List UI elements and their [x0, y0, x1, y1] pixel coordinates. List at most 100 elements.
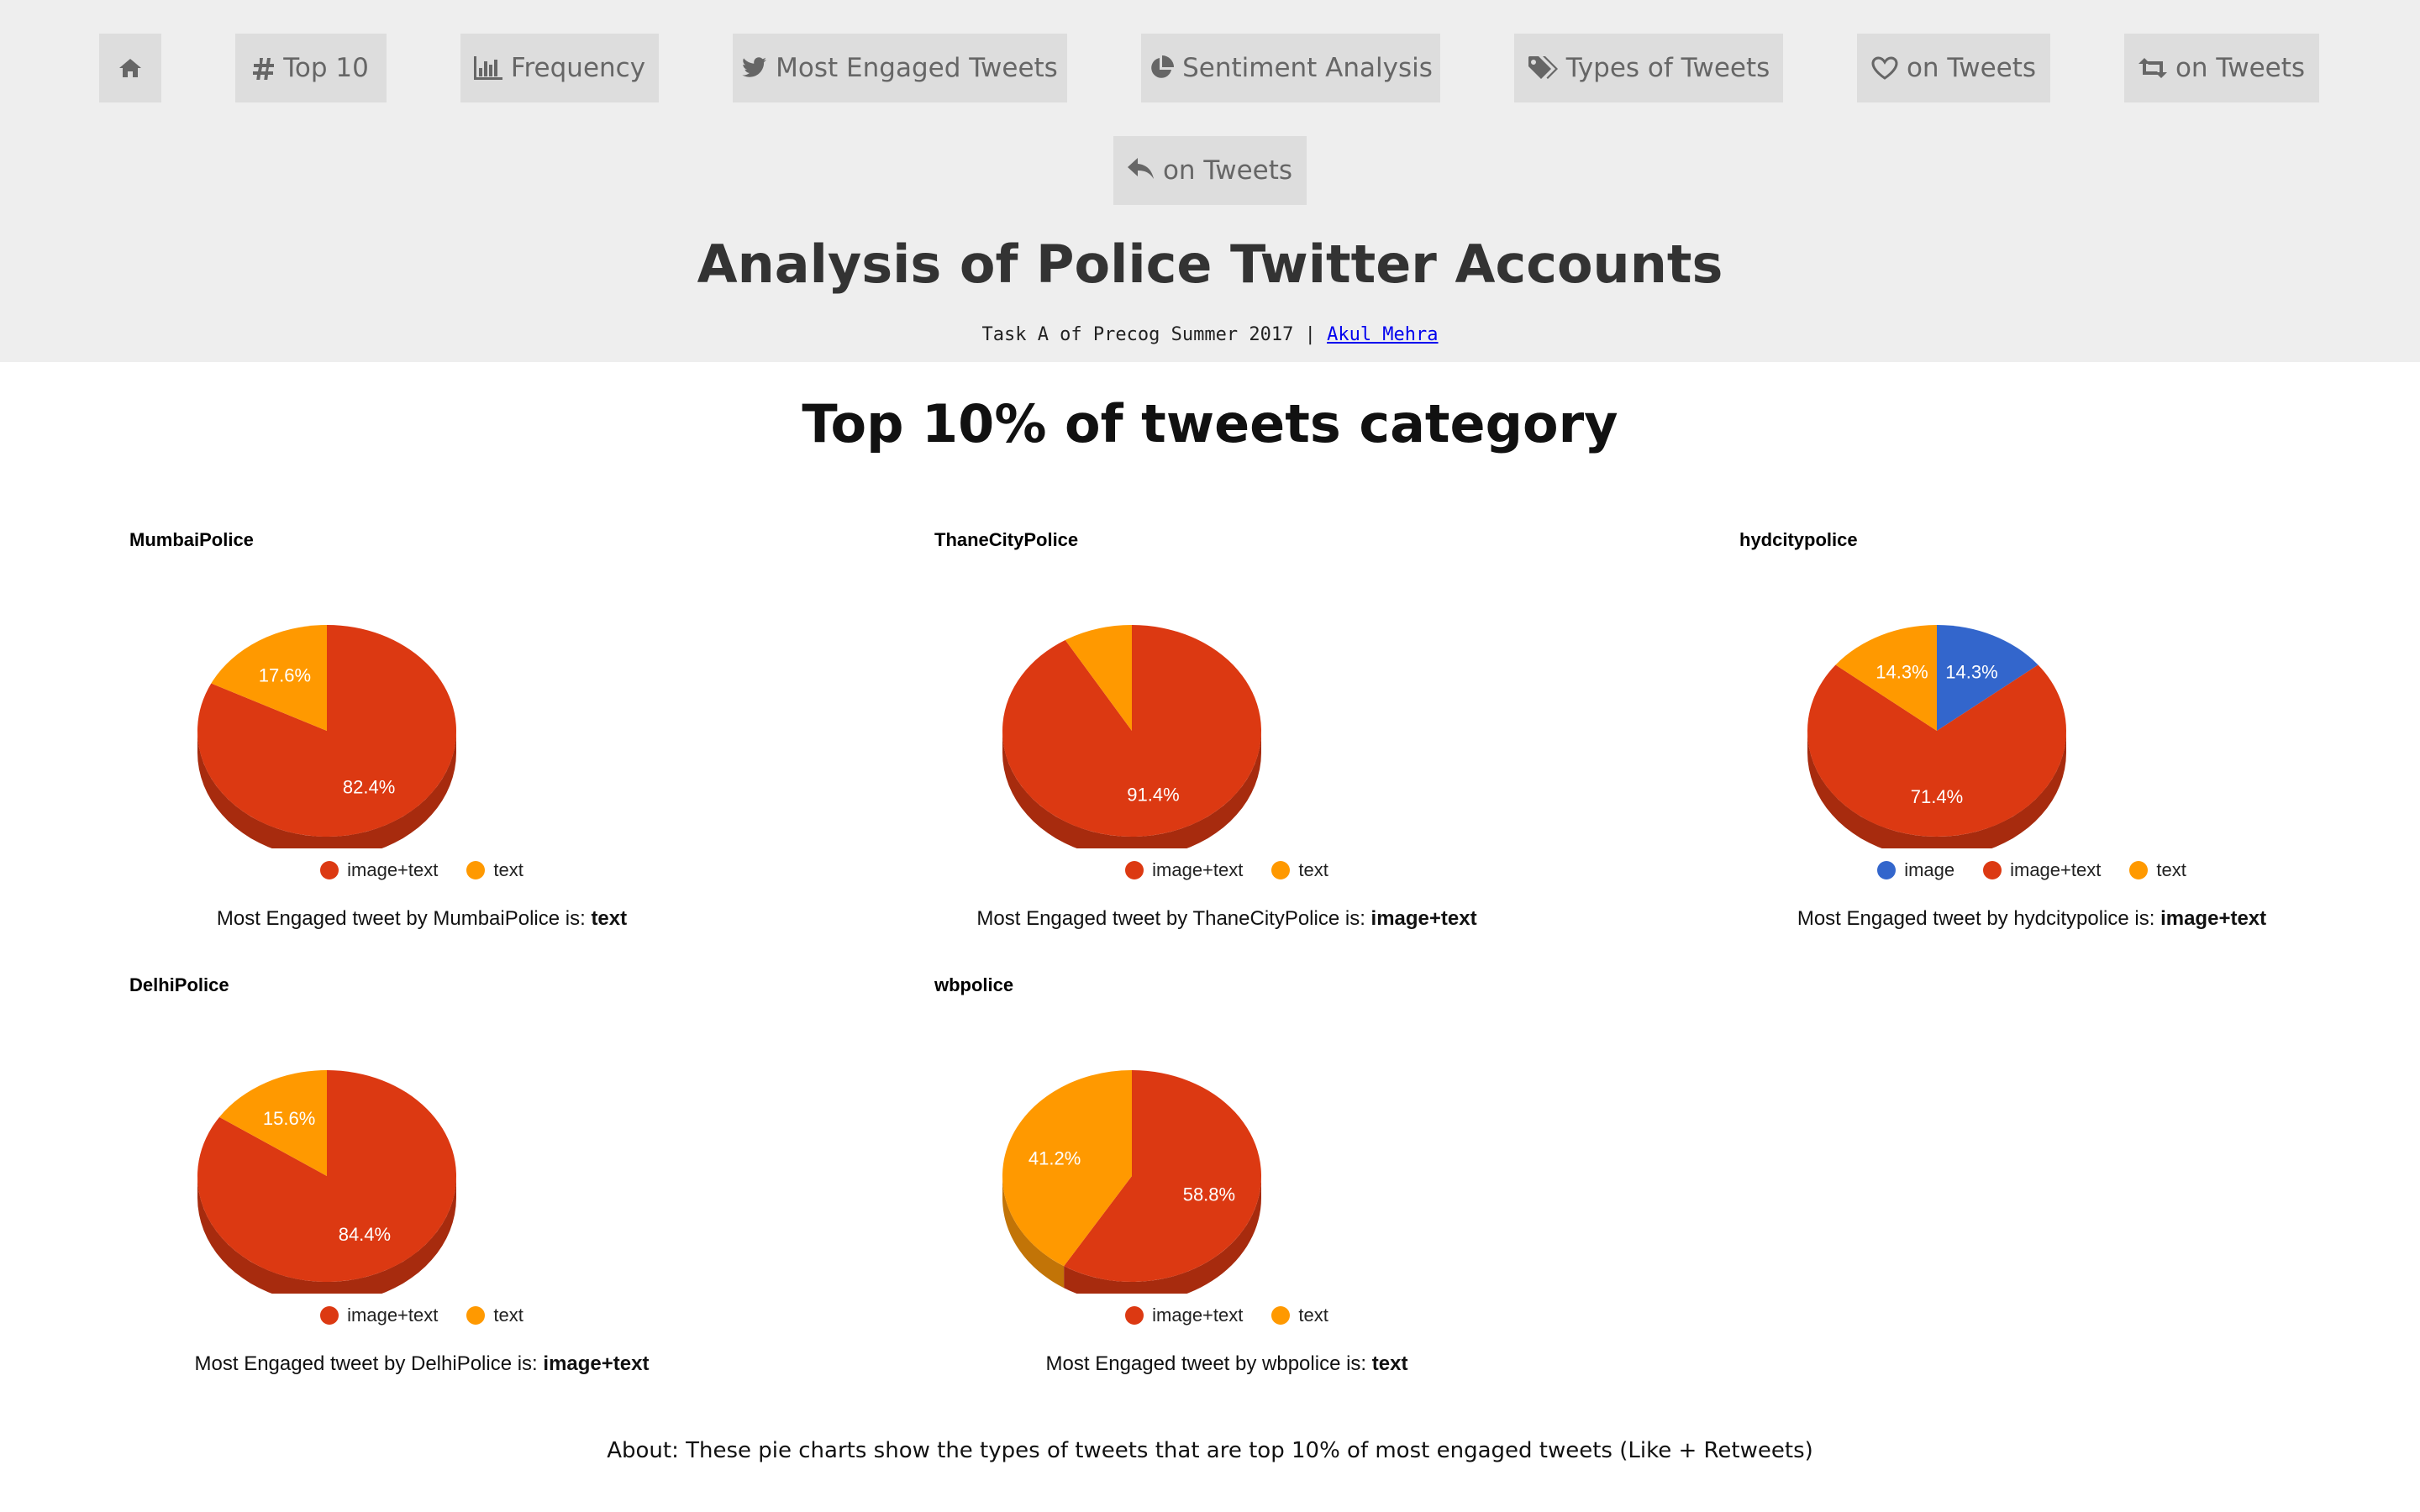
legend-swatch	[320, 861, 339, 879]
chart-title: ThaneCityPolice	[934, 529, 1079, 550]
nav-retweets-button[interactable]: on Tweets	[2124, 34, 2319, 102]
nav-engaged-label: Most Engaged Tweets	[776, 53, 1058, 83]
caption-value: text	[1371, 1352, 1408, 1375]
legend-swatch	[466, 1306, 486, 1325]
chart-title: wbpolice	[934, 974, 1014, 995]
chart-title: MumbaiPolice	[129, 529, 254, 550]
chart-legend: image+text text	[129, 859, 714, 881]
caption-prefix: Most Engaged tweet by wbpolice is:	[1045, 1352, 1367, 1375]
bar-chart-icon	[473, 56, 502, 80]
nav-top10-button[interactable]: Top 10	[235, 34, 387, 102]
legend-item-text[interactable]: text	[2129, 859, 2186, 881]
page-subtitle: Task A of Precog Summer 2017 | Akul Mehr…	[0, 324, 2420, 345]
nav-engaged-button[interactable]: Most Engaged Tweets	[733, 34, 1067, 102]
legend-label: image+text	[347, 1305, 439, 1326]
chart-legend: image+text text	[129, 1305, 714, 1326]
pie-slice-label: 15.6%	[263, 1108, 315, 1129]
legend-swatch	[1125, 861, 1144, 879]
pie-slice-side-text	[1002, 1176, 1065, 1289]
pie-svg: 84.4% 15.6%	[197, 1070, 456, 1294]
pie-chart-mumbaipolice: MumbaiPolice 82.4% 17.6% image+text text Most…	[129, 529, 886, 966]
pie-slice-image-text[interactable]	[1064, 1070, 1261, 1282]
section-title: Top 10% of tweets category	[802, 393, 1618, 454]
nav-sentiment-label: Sentiment Analysis	[1182, 53, 1433, 83]
legend-item-image-text[interactable]: image+text	[1125, 859, 1243, 881]
pie-slice-side-image-text	[1064, 1176, 1261, 1294]
pie-slice-text[interactable]	[219, 1070, 327, 1176]
legend-label: image	[1904, 859, 1955, 880]
nav-likes-button[interactable]: on Tweets	[1857, 34, 2050, 102]
nav-types-label: Types of Tweets	[1565, 53, 1770, 83]
pie-chart-hydcitypolice: hydcitypolice 14.3% 71.4% 14.3% image image+t…	[1739, 529, 2420, 966]
legend-item-text[interactable]: text	[1271, 1305, 1328, 1326]
legend-label: text	[1298, 859, 1328, 880]
legend-swatch	[2129, 861, 2149, 879]
chart-legend: image+text text	[934, 1305, 1519, 1326]
legend-item-text[interactable]: text	[466, 859, 523, 881]
twitter-bird-icon	[742, 57, 767, 77]
pie-slice-label: 14.3%	[1945, 662, 1997, 683]
pie-slice-label: 41.2%	[1028, 1148, 1081, 1169]
nav-frequency-label: Frequency	[510, 53, 646, 83]
pie-chart-wbpolice: wbpolice 58.8% 41.2% image+text text Most Eng…	[934, 974, 1691, 1411]
legend-label: image+text	[1152, 859, 1244, 880]
pie-slice-label: 91.4%	[1127, 784, 1179, 805]
caption-value: text	[591, 907, 628, 930]
pie-svg: 91.4%	[1002, 625, 1262, 848]
retweet-icon	[2138, 58, 2167, 78]
caption-value: image+text	[543, 1352, 650, 1375]
legend-item-image-text[interactable]: image+text	[1125, 1305, 1243, 1326]
chart-caption: Most Engaged tweet by hydcitypolice is: …	[1739, 907, 2324, 931]
legend-swatch	[466, 861, 486, 879]
pie-slice-image-text[interactable]	[197, 1070, 456, 1282]
nav-home-button[interactable]	[99, 34, 161, 102]
nav-replies-button[interactable]: on Tweets	[1113, 136, 1307, 205]
nav-sentiment-button[interactable]: Sentiment Analysis	[1141, 34, 1440, 102]
pie-slice-label: 17.6%	[259, 665, 311, 686]
caption-prefix: Most Engaged tweet by MumbaiPolice is:	[216, 907, 586, 930]
pie-slice-text[interactable]	[211, 625, 327, 731]
legend-label: text	[1298, 1305, 1328, 1326]
about-text: About: These pie charts show the types o…	[607, 1438, 1813, 1463]
heart-icon	[1871, 56, 1898, 80]
caption-prefix: Most Engaged tweet by ThaneCityPolice is…	[976, 907, 1365, 930]
legend-label: text	[493, 1305, 523, 1326]
legend-label: image+text	[2010, 859, 2102, 880]
pie-slice-text[interactable]	[1835, 625, 1937, 731]
legend-item-image[interactable]: image	[1877, 859, 1954, 881]
legend-swatch	[320, 1306, 339, 1325]
pie-chart-thanecitypolice: ThaneCityPolice 91.4% image+text text Most E…	[934, 529, 1691, 966]
nav-top10-label: Top 10	[283, 53, 369, 83]
caption-value: image+text	[2160, 907, 2267, 930]
legend-item-image-text[interactable]: image+text	[320, 1305, 438, 1326]
legend-swatch	[1125, 1306, 1144, 1325]
chart-caption: Most Engaged tweet by ThaneCityPolice is…	[934, 907, 1519, 931]
chart-legend: image+text text	[934, 859, 1519, 881]
pie-chart-delhipolice: DelhiPolice 84.4% 15.6% image+text text Most …	[129, 974, 886, 1411]
pie-slice-image[interactable]	[1937, 625, 2039, 731]
tags-icon	[1528, 56, 1558, 79]
chart-title: hydcitypolice	[1739, 529, 1858, 550]
pie-slice-image-text[interactable]	[1002, 625, 1262, 837]
legend-item-text[interactable]: text	[466, 1305, 523, 1326]
pie-slice-image-text[interactable]	[1807, 664, 2066, 837]
pie-slice-label: 82.4%	[343, 777, 395, 798]
legend-swatch	[1271, 861, 1291, 879]
pie-slice-text[interactable]	[1065, 625, 1132, 731]
legend-item-image-text[interactable]: image+text	[320, 859, 438, 881]
nav-types-button[interactable]: Types of Tweets	[1514, 34, 1783, 102]
pie-slice-label: 14.3%	[1876, 662, 1928, 683]
legend-label: image+text	[1152, 1305, 1244, 1326]
author-link[interactable]: Akul Mehra	[1327, 324, 1439, 345]
pie-slice-image-text[interactable]	[197, 625, 456, 837]
legend-label: text	[493, 859, 523, 880]
pie-svg: 14.3% 71.4% 14.3%	[1807, 625, 2066, 848]
legend-item-text[interactable]: text	[1271, 859, 1328, 881]
chart-caption: Most Engaged tweet by DelhiPolice is: im…	[129, 1352, 714, 1376]
legend-item-image-text[interactable]: image+text	[1983, 859, 2101, 881]
pie-slice-text[interactable]	[1002, 1070, 1132, 1267]
pie-slice-label: 58.8%	[1183, 1184, 1235, 1205]
chart-legend: image image+text text	[1739, 859, 2324, 881]
nav-frequency-button[interactable]: Frequency	[460, 34, 659, 102]
header: Top 10 Frequency Most Engaged Tweets Sen…	[0, 0, 2420, 362]
